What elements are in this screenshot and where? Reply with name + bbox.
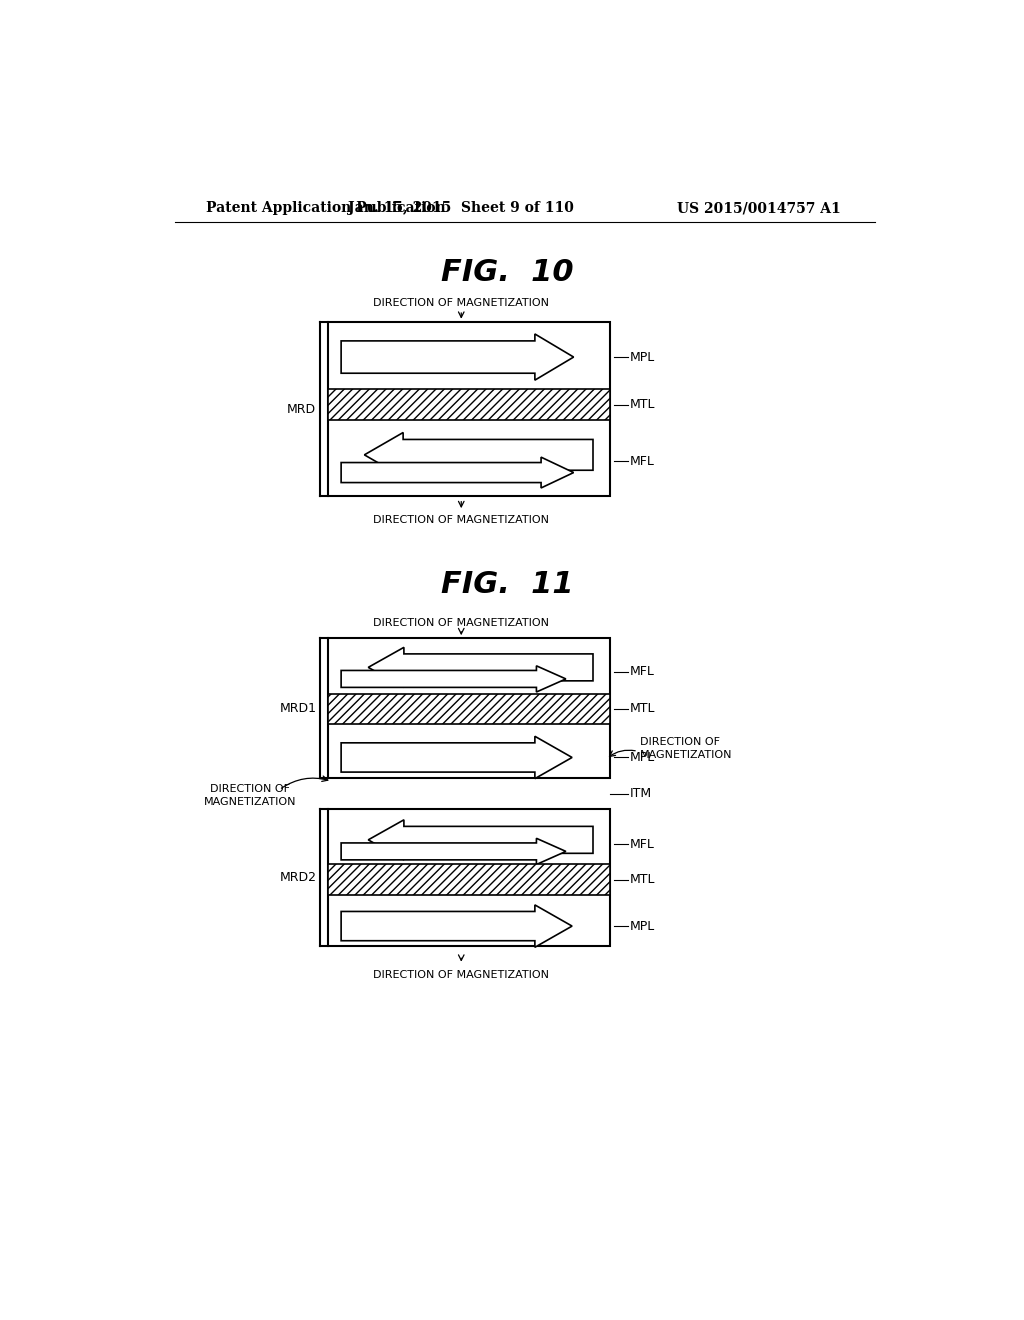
- FancyArrow shape: [341, 737, 572, 779]
- Text: DIRECTION OF
MAGNETIZATION: DIRECTION OF MAGNETIZATION: [640, 737, 732, 760]
- Text: MRD2: MRD2: [280, 871, 316, 884]
- FancyArrow shape: [341, 457, 573, 488]
- FancyArrow shape: [341, 906, 572, 948]
- FancyArrow shape: [341, 665, 566, 692]
- Bar: [328, 322, 610, 496]
- Text: MFL: MFL: [630, 454, 655, 467]
- FancyArrow shape: [341, 334, 573, 380]
- Text: MFL: MFL: [630, 665, 655, 678]
- Bar: [328, 638, 610, 779]
- Text: DIRECTION OF
MAGNETIZATION: DIRECTION OF MAGNETIZATION: [204, 784, 297, 807]
- Bar: [328, 693, 610, 725]
- Bar: [328, 389, 610, 420]
- Text: US 2015/0014757 A1: US 2015/0014757 A1: [677, 202, 841, 215]
- FancyArrow shape: [341, 838, 566, 865]
- Bar: [328, 809, 610, 946]
- FancyArrow shape: [369, 647, 593, 688]
- Text: DIRECTION OF MAGNETIZATION: DIRECTION OF MAGNETIZATION: [374, 970, 549, 981]
- Text: FIG.  10: FIG. 10: [441, 257, 574, 286]
- Text: DIRECTION OF MAGNETIZATION: DIRECTION OF MAGNETIZATION: [374, 515, 549, 525]
- Bar: [328, 389, 610, 420]
- Text: DIRECTION OF MAGNETIZATION: DIRECTION OF MAGNETIZATION: [374, 618, 549, 628]
- Text: MPL: MPL: [630, 751, 655, 764]
- Text: MPL: MPL: [630, 351, 655, 363]
- Text: ITM: ITM: [630, 787, 652, 800]
- FancyArrow shape: [365, 433, 593, 478]
- Text: MTL: MTL: [630, 874, 655, 887]
- Text: MFL: MFL: [630, 838, 655, 851]
- FancyArrow shape: [369, 820, 593, 859]
- Text: Jan. 15, 2015  Sheet 9 of 110: Jan. 15, 2015 Sheet 9 of 110: [348, 202, 574, 215]
- Text: MRD: MRD: [287, 403, 316, 416]
- Text: MTL: MTL: [630, 399, 655, 412]
- Text: MPL: MPL: [630, 920, 655, 933]
- Bar: [328, 865, 610, 895]
- Text: MTL: MTL: [630, 702, 655, 715]
- Bar: [328, 693, 610, 725]
- Text: Patent Application Publication: Patent Application Publication: [206, 202, 445, 215]
- Text: FIG.  11: FIG. 11: [441, 570, 574, 599]
- Bar: [328, 865, 610, 895]
- Text: DIRECTION OF MAGNETIZATION: DIRECTION OF MAGNETIZATION: [374, 298, 549, 308]
- Text: MRD1: MRD1: [280, 702, 316, 714]
